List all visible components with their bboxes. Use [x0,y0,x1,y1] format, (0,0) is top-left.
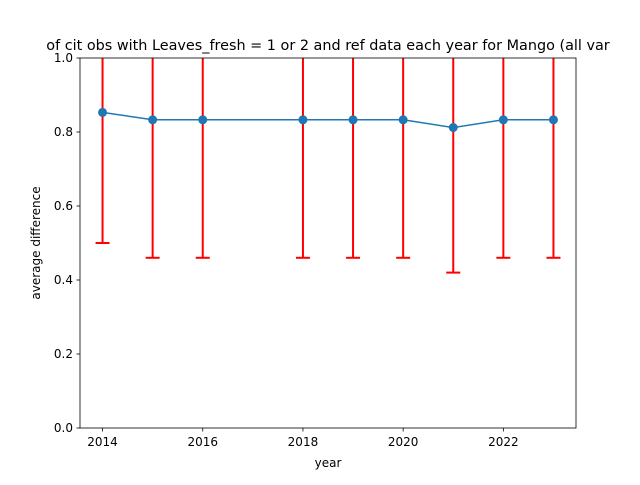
data-point [98,107,108,117]
data-point [148,115,158,125]
y-tick-label: 0.2 [54,347,73,361]
chart-title: of cit obs with Leaves_fresh = 1 or 2 an… [46,38,610,54]
x-tick-label: 2016 [187,435,218,449]
x-tick-label: 2020 [388,435,419,449]
data-point [498,115,508,125]
plot-area [95,58,561,274]
y-axis-label: average difference [29,186,43,299]
x-axis-label: year [315,456,342,470]
y-tick-label: 0.8 [54,125,73,139]
x-tick-label: 2018 [288,435,319,449]
y-tick-label: 1.0 [54,51,73,65]
data-point [448,123,458,133]
series-line [102,111,554,129]
axes-frame [79,57,577,429]
y-tick-label: 0.6 [54,199,73,213]
x-axis: 2014 2016 2018 2020 2022 [87,428,519,449]
data-point [298,115,308,125]
y-tick-label: 0.0 [54,421,73,435]
x-tick-label: 2022 [488,435,519,449]
x-tick-label: 2014 [87,435,118,449]
y-tick-label: 0.4 [54,273,73,287]
data-point [348,115,358,125]
data-point [198,115,208,125]
y-axis: 0.0 0.2 0.4 0.6 0.8 1.0 [54,51,80,435]
data-point [398,115,408,125]
data-point [548,115,558,125]
